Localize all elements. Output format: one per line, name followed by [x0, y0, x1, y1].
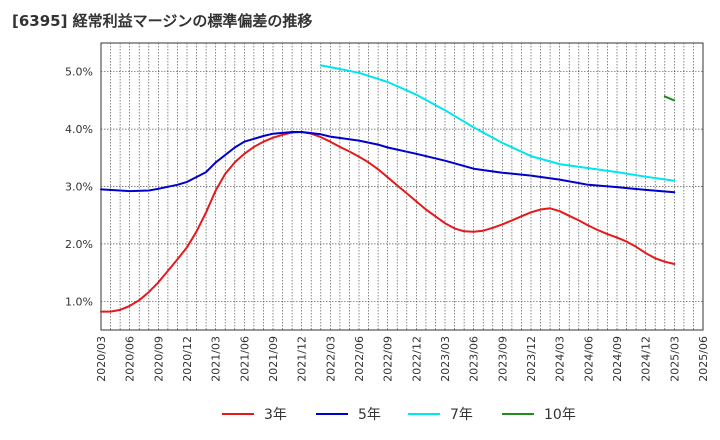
- legend-label-2: 7年: [450, 407, 473, 423]
- x-tick-label: 2021/03: [210, 336, 223, 382]
- x-tick-label: 2025/06: [697, 336, 710, 382]
- x-tick-label: 2022/12: [410, 336, 423, 382]
- series-line-0: [100, 131, 676, 313]
- x-tick-label: 2023/06: [468, 336, 481, 382]
- x-tick-label: 2024/09: [611, 336, 624, 382]
- x-tick-label: 2023/12: [525, 336, 538, 382]
- x-tick-label: 2024/03: [554, 336, 567, 382]
- y-tick-label: 4.0%: [65, 123, 93, 136]
- x-tick-label: 2022/06: [353, 336, 366, 382]
- x-tick-label: 2020/03: [95, 336, 108, 382]
- x-tick-label: 2022/03: [324, 336, 337, 382]
- x-tick-label: 2023/03: [439, 336, 452, 382]
- legend-label-0: 3年: [264, 407, 287, 423]
- series-line-1: [100, 131, 676, 194]
- axes: 1.0% 2.0% 3.0% 4.0% 5.0% 2020/03 2020/06 2020/0…: [65, 66, 710, 382]
- legend-label-3: 10年: [544, 407, 576, 423]
- x-tick-label: 2020/09: [152, 336, 165, 382]
- y-tick-label: 1.0%: [65, 295, 93, 308]
- x-tick-label: 2020/06: [124, 336, 137, 382]
- y-tick-label: 3.0%: [65, 181, 93, 194]
- x-tick-label: 2022/09: [382, 336, 395, 382]
- series-line-2: [319, 64, 676, 182]
- series-lines: [100, 64, 676, 313]
- x-tick-label: 2021/06: [238, 336, 251, 382]
- x-tick-label: 2020/12: [181, 336, 194, 382]
- x-tick-label: 2023/09: [496, 336, 509, 382]
- legend-label-1: 5年: [358, 407, 381, 423]
- y-tick-label: 5.0%: [65, 66, 93, 79]
- x-tick-label: 2021/12: [296, 336, 309, 382]
- x-tick-label: 2021/09: [267, 336, 280, 382]
- x-tick-label: 2024/06: [582, 336, 595, 382]
- chart-title: [6395] 経常利益マージンの標準偏差の推移: [12, 12, 313, 30]
- legend: 3年 5年 7年 10年: [222, 407, 576, 423]
- x-tick-label: 2025/03: [668, 336, 681, 382]
- x-tick-label: 2024/12: [640, 336, 653, 382]
- y-tick-label: 2.0%: [65, 238, 93, 251]
- series-line-3: [663, 95, 676, 102]
